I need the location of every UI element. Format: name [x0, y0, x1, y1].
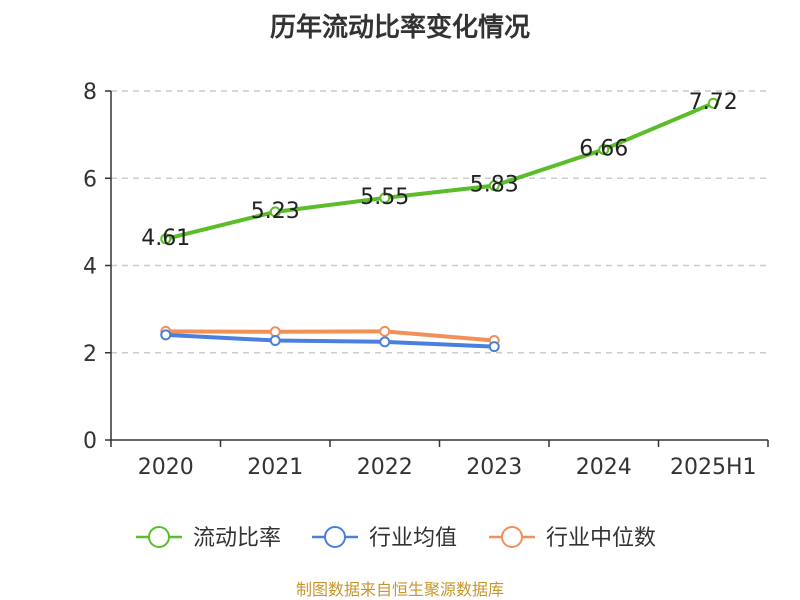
legend-label: 流动比率	[193, 526, 281, 551]
legend-item: 行业均值	[312, 526, 457, 551]
legend-label: 行业均值	[369, 526, 457, 551]
series-line	[163, 329, 497, 343]
y-tick-label: 2	[83, 342, 97, 367]
data-point	[379, 192, 391, 204]
data-point	[269, 335, 281, 347]
legend-item: 行业中位数	[489, 526, 656, 551]
x-tick-label: 2022	[357, 455, 413, 480]
data-point	[488, 180, 500, 192]
source-note: 制图数据来自恒生聚源数据库	[296, 580, 504, 599]
legend-marker	[501, 526, 523, 548]
legend-label: 行业中位数	[546, 526, 656, 551]
legend-item: 流动比率	[136, 526, 281, 551]
series-line	[163, 332, 497, 349]
legend-marker	[148, 526, 170, 548]
y-tick-label: 8	[83, 80, 97, 105]
y-tick-label: 6	[83, 167, 97, 192]
series-0	[160, 97, 719, 245]
series-line	[163, 101, 716, 241]
y-tick-label: 4	[83, 255, 97, 280]
axes: 0 2 4 6 8 2020 2021 2022 2023 2024 2025H1	[83, 80, 769, 480]
data-labels: 4.61 5.23 5.55 5.83 6.66 7.72	[141, 90, 737, 251]
data-label: 5.23	[251, 199, 300, 224]
y-tick-label: 0	[83, 429, 97, 454]
data-point	[379, 336, 391, 348]
data-label: 5.55	[360, 185, 409, 210]
x-tick-label: 2021	[247, 455, 303, 480]
plot-series	[160, 97, 719, 353]
data-point	[707, 97, 719, 109]
data-label: 7.72	[689, 90, 738, 115]
data-label: 4.61	[141, 226, 190, 251]
grid-lines	[111, 90, 768, 354]
series-1	[160, 329, 500, 353]
data-point	[488, 341, 500, 353]
data-point	[269, 206, 281, 218]
data-label: 6.66	[579, 136, 628, 161]
legend: 流动比率 行业均值 行业中位数	[136, 526, 656, 551]
x-tick-label: 2025H1	[670, 455, 757, 480]
data-label: 5.83	[470, 173, 519, 198]
data-point	[160, 233, 172, 245]
data-point	[160, 329, 172, 341]
chart-title: 历年流动比率变化情况	[270, 12, 530, 43]
legend-marker	[324, 526, 346, 548]
x-tick-label: 2023	[466, 455, 522, 480]
x-tick-label: 2020	[138, 455, 194, 480]
data-point	[269, 326, 281, 338]
data-point	[598, 143, 610, 155]
x-tick-label: 2024	[576, 455, 632, 480]
data-point	[379, 325, 391, 337]
